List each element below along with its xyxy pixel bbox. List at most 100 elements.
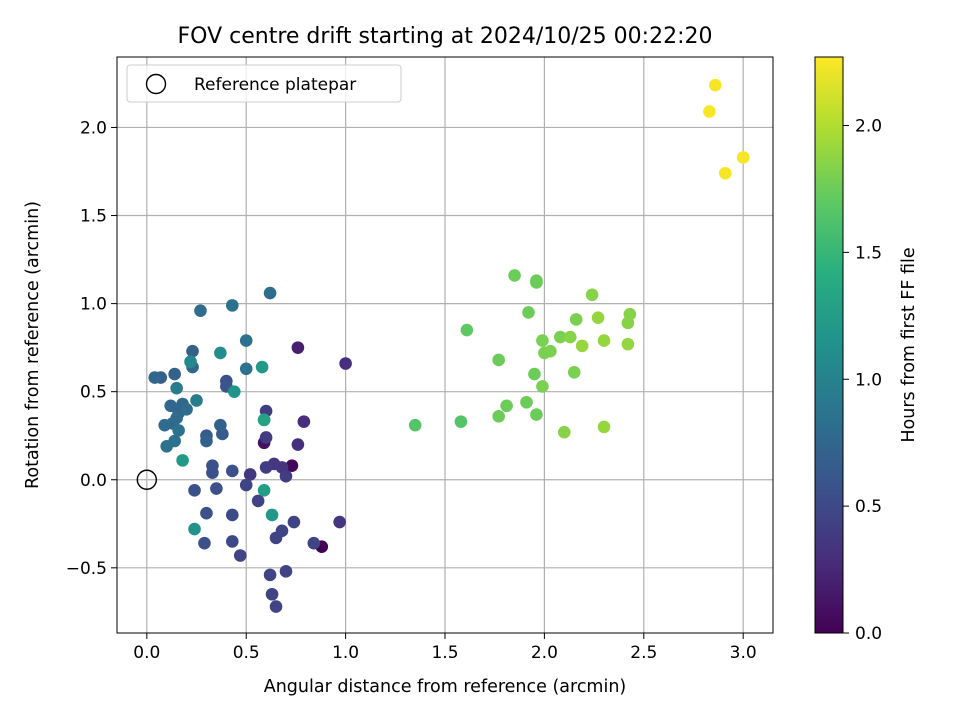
colorbar-label: Hours from first FF file	[899, 247, 919, 442]
data-point	[214, 418, 227, 432]
data-point	[530, 408, 543, 421]
data-point	[243, 468, 257, 481]
data-point	[291, 438, 305, 451]
data-point	[297, 415, 311, 428]
data-point	[279, 565, 293, 578]
data-point	[291, 341, 305, 354]
data-point	[225, 535, 239, 548]
data-point	[257, 413, 271, 427]
data-point	[575, 339, 589, 353]
x-tick-label: 2.5	[630, 643, 657, 663]
data-point	[225, 464, 239, 478]
x-axis-label: Angular distance from reference (arcmin)	[264, 677, 627, 697]
data-point	[190, 394, 203, 407]
colorbar-tick-label: 0.5	[855, 497, 882, 517]
data-point	[259, 461, 273, 474]
data-point	[553, 330, 567, 344]
data-point	[164, 399, 177, 413]
data-point	[239, 362, 253, 376]
x-tick-label: 1.5	[431, 643, 458, 663]
data-point	[188, 522, 201, 536]
colorbar-tick-label: 1.5	[855, 243, 882, 263]
data-point	[536, 334, 549, 347]
data-point	[210, 482, 223, 495]
data-point	[168, 367, 181, 381]
data-point	[408, 418, 422, 432]
data-point	[492, 410, 505, 423]
data-point	[233, 549, 247, 562]
data-point	[239, 334, 253, 347]
x-tick-label: 0.0	[133, 643, 160, 663]
data-point	[528, 367, 541, 381]
data-point	[269, 531, 283, 545]
data-point	[214, 346, 227, 360]
data-point	[200, 506, 213, 520]
data-point	[184, 355, 197, 369]
data-point	[285, 459, 299, 472]
y-axis-label: Rotation from reference (arcmin)	[23, 201, 43, 489]
data-point	[569, 313, 583, 326]
data-point	[172, 424, 185, 437]
x-tick-label: 3.0	[730, 643, 757, 663]
x-axis-ticks: 0.0 0.5 1.0 1.5 2.0 2.5 3.0	[133, 633, 757, 663]
data-point	[591, 311, 605, 324]
data-point	[170, 411, 183, 425]
data-point	[263, 568, 277, 582]
data-point	[287, 515, 301, 529]
data-point	[454, 415, 468, 428]
data-point	[257, 484, 271, 497]
data-point	[460, 323, 474, 337]
data-point	[279, 469, 293, 483]
legend-marker-icon	[145, 73, 167, 95]
y-axis-ticks: −0.5 0.0 0.5 1.0 1.5 2.0	[66, 118, 117, 579]
data-point	[176, 454, 189, 467]
reference-platepar-marker	[136, 469, 158, 490]
data-point	[259, 431, 273, 444]
data-point	[239, 478, 253, 492]
data-point	[200, 434, 213, 448]
data-point	[227, 385, 241, 398]
data-point	[198, 536, 211, 550]
data-point	[265, 587, 279, 601]
y-tick-label: −0.5	[66, 559, 107, 579]
chart-title: FOV centre drift starting at 2024/10/25 …	[178, 24, 713, 49]
data-point	[333, 515, 346, 529]
data-point	[186, 344, 199, 358]
data-point	[225, 299, 239, 312]
data-point	[567, 366, 581, 379]
legend: Reference platepar	[126, 64, 402, 103]
x-tick-label: 1.0	[332, 643, 359, 663]
data-point	[251, 494, 265, 508]
colorbar-tick-label: 0.0	[855, 624, 882, 644]
x-tick-label: 0.5	[233, 643, 260, 663]
data-point	[585, 288, 599, 302]
y-tick-label: 0.5	[80, 383, 107, 403]
data-point	[563, 330, 577, 344]
data-point	[718, 166, 732, 180]
legend-box	[126, 64, 402, 103]
data-point	[557, 425, 571, 439]
data-point	[170, 381, 183, 395]
data-point	[265, 508, 279, 522]
data-point	[621, 337, 635, 351]
data-point	[623, 307, 637, 321]
y-tick-label: 1.0	[80, 295, 107, 315]
y-tick-label: 1.5	[80, 207, 107, 227]
data-point	[206, 459, 219, 472]
data-point	[225, 508, 239, 522]
data-point	[180, 402, 193, 416]
data-point	[255, 360, 269, 374]
data-point	[530, 276, 543, 289]
data-point	[269, 600, 283, 613]
data-point	[536, 380, 549, 393]
data-point	[500, 399, 513, 413]
data-points	[148, 78, 750, 613]
data-point	[148, 371, 162, 384]
y-tick-label: 2.0	[80, 118, 107, 138]
data-point	[194, 304, 207, 317]
colorbar-tick-label: 1.0	[855, 370, 882, 390]
colorbar-ticks: 0.0 0.5 1.0 1.5 2.0	[843, 117, 882, 644]
colorbar-tick-label: 2.0	[855, 117, 882, 137]
